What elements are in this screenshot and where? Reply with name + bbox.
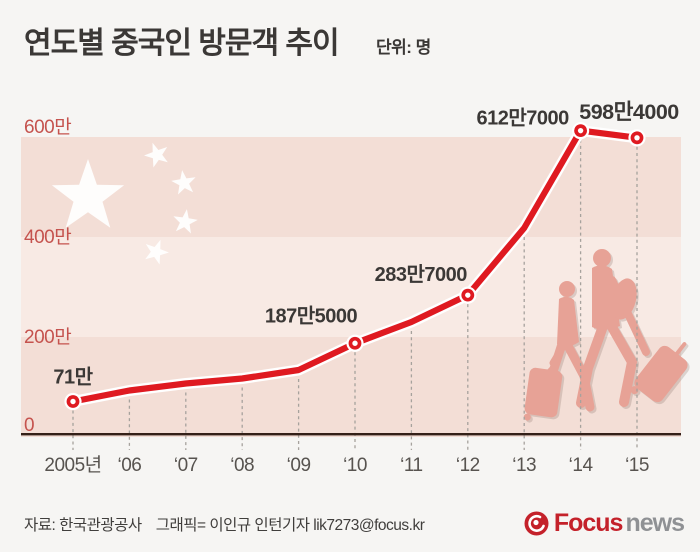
page-title: 연도별 중국인 방문객 추이 (24, 27, 340, 60)
x-label-2005년: 2005년 (44, 454, 101, 476)
flag-big-star (51, 159, 125, 228)
drop-lines (72, 139, 638, 450)
unit-label: 단위: 명 (376, 38, 431, 57)
suitcase-1 (524, 367, 563, 418)
marker-core-2005년 (70, 398, 76, 405)
y-label-0: 0 (24, 415, 34, 436)
baseline (21, 433, 681, 436)
suitcase-2-wheel (630, 386, 639, 395)
value-label-‘15: 598만4000 (579, 100, 679, 124)
focusnews-logo: Focus news (523, 509, 685, 538)
marker-core-‘14 (577, 127, 584, 134)
y-label-600만: 600만 (24, 116, 71, 138)
flag-small-star-3 (173, 209, 198, 234)
suitcase-1-handle (541, 361, 559, 379)
logo-suffix: news (625, 509, 685, 537)
data-value-labels: 71만 187만5000 283만7000 612만7000 598만4000 (53, 100, 679, 389)
x-axis-line (21, 433, 681, 436)
y-label-400만: 400만 (24, 226, 71, 248)
data-point-markers (64, 122, 646, 411)
marker-core-‘12 (465, 292, 471, 298)
x-label-‘10: ‘10 (343, 455, 367, 476)
flag-small-star-4 (145, 239, 169, 265)
footer: 자료: 한국관광공사 그래픽= 이인규 인턴기자 lik7273@focus.kr (24, 513, 425, 535)
y-axis-tick-labels: 600만 400만 200만 0 (24, 116, 72, 436)
traveler-2-front-leg (607, 322, 637, 407)
marker-core-‘10 (352, 340, 358, 346)
marker-core-‘15 (634, 135, 640, 141)
y-label-200만: 200만 (24, 326, 71, 348)
x-label-‘13: ‘13 (512, 455, 536, 476)
x-label-‘07: ‘07 (174, 455, 198, 476)
value-label-‘14: 612만7000 (476, 107, 569, 130)
flag-small-star-1 (144, 142, 168, 168)
suitcase-2 (634, 345, 688, 403)
x-label-‘12: ‘12 (456, 455, 480, 476)
travelers-silhouette (523, 249, 688, 421)
focusnews-swirl-icon (524, 511, 549, 536)
x-label-‘14: ‘14 (569, 455, 594, 476)
x-label-‘11: ‘11 (400, 455, 422, 476)
x-axis-tick-labels: 2005년 ‘06 ‘07 ‘08 ‘09 ‘10 ‘11 ‘12 ‘13 ‘14 ‘15 (44, 454, 649, 476)
flag-small-star-2 (171, 170, 196, 195)
value-label-‘12: 283만7000 (375, 263, 468, 286)
suitcase-2-handle (673, 342, 687, 358)
source-text: 자료: 한국관광공사 (24, 517, 142, 534)
value-label-2005년: 71만 (53, 366, 93, 389)
value-label-‘10: 187만5000 (265, 304, 358, 327)
traveler-1-head (559, 281, 575, 297)
logo-brand: Focus (553, 509, 624, 537)
china-flag-stars (51, 142, 198, 265)
credit-text: 그래픽= 이인규 인턴기자 lik7273@focus.kr (155, 517, 425, 534)
x-label-‘09: ‘09 (287, 455, 311, 476)
traveler-2-head (593, 249, 611, 267)
traveler-2-back-leg (576, 324, 607, 408)
x-label-‘08: ‘08 (230, 455, 254, 476)
x-label-‘06: ‘06 (117, 455, 141, 476)
traveler-2-arm (608, 276, 650, 356)
x-label-‘15: ‘15 (625, 455, 649, 476)
suitcase-1-wheel (523, 413, 531, 421)
